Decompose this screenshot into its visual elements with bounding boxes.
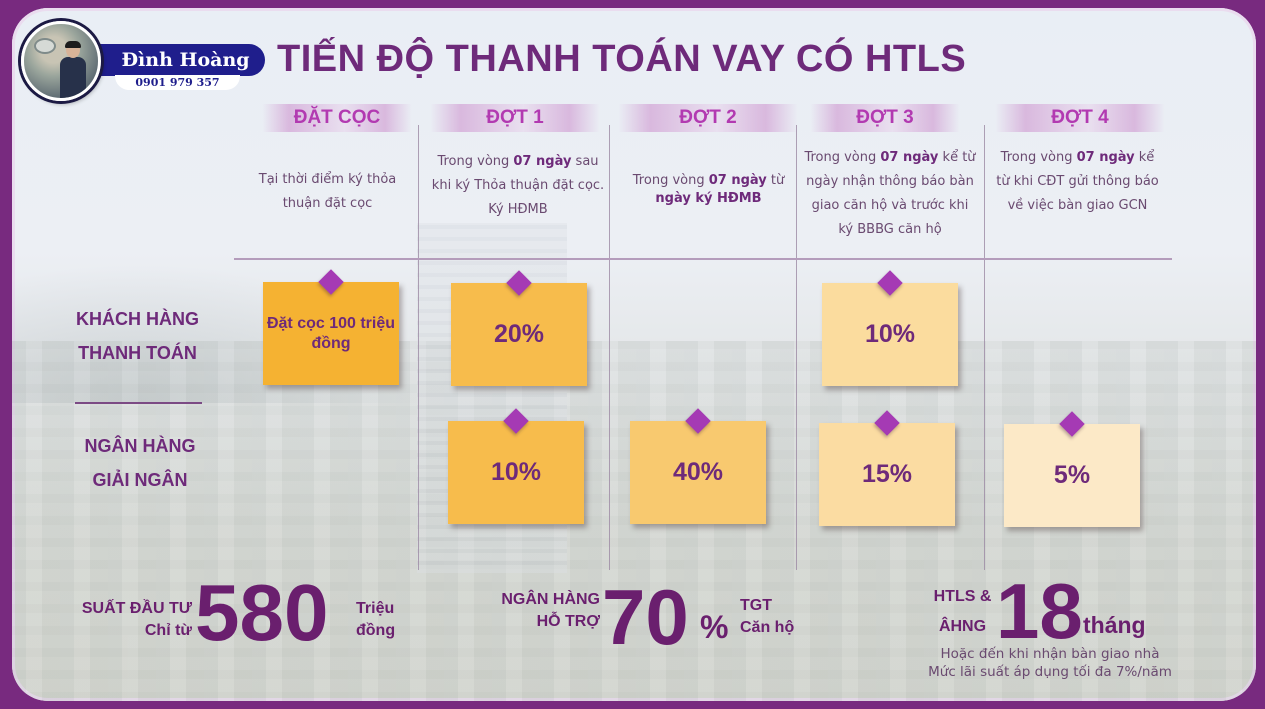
profile-phone: 0901 979 357	[115, 75, 240, 90]
loan-unit: TGT Căn hộ	[740, 597, 795, 636]
column-divider	[609, 125, 610, 570]
note-bank-dot-4: 5%	[1004, 411, 1140, 527]
loan-value: 70	[602, 573, 689, 661]
column-description-dat-coc: Tại thời điểm ký thỏa thuận đặt cọc	[258, 172, 397, 211]
column-header-dot-1: ĐỢT 1	[430, 104, 600, 132]
column-divider	[796, 125, 797, 570]
column-divider	[418, 125, 419, 570]
column-description-dot-1: Trong vòng 07 ngày sau khi ký Thỏa thuận…	[431, 154, 605, 217]
column-header-dat-coc: ĐẶT CỌC	[262, 104, 412, 132]
column-header-dot-3: ĐỢT 3	[810, 104, 960, 132]
row-label-bank-disbursement: NGÂN HÀNG GIẢI NGÂN	[84, 436, 196, 490]
investment-value: 580	[195, 568, 329, 657]
note-bank-dot-2: 40%	[630, 408, 766, 524]
column-header-dot-4: ĐỢT 4	[995, 104, 1165, 132]
row-label-divider	[75, 402, 202, 404]
profile-name: Đình Hoàng	[100, 44, 265, 76]
note-customer-dot-1: 20%	[451, 270, 587, 386]
column-divider	[984, 125, 985, 570]
column-header-dot-2: ĐỢT 2	[618, 104, 798, 132]
interest-value: 18	[996, 567, 1083, 655]
column-description-dot-3: Trong vòng 07 ngày kể từ ngày nhận thông…	[804, 150, 976, 237]
loan-percent: %	[700, 609, 729, 645]
logo-icon	[34, 38, 56, 54]
person-icon	[60, 41, 86, 98]
header-divider	[234, 258, 1172, 260]
note-bank-dot-1: 10%	[448, 408, 584, 524]
avatar	[21, 21, 101, 101]
page-title: TIẾN ĐỘ THANH TOÁN VAY CÓ HTLS	[277, 38, 967, 80]
investment-unit: Triệu đồng	[356, 600, 396, 639]
interest-note: Hoặc đến khi nhận bàn giao nhà Mức lãi s…	[928, 646, 1172, 680]
column-description-dot-4: Trong vòng 07 ngày kể từ khi CĐT gửi thô…	[996, 150, 1159, 213]
interest-label: HTLS & ÂHNG	[933, 588, 992, 635]
note-customer-dot-3: 10%	[822, 270, 958, 386]
interest-unit: tháng	[1083, 612, 1146, 638]
note-bank-dot-3: 15%	[819, 410, 955, 526]
investment-label: SUẤT ĐẦU TƯ Chỉ từ	[81, 600, 192, 639]
note-customer-dat-coc: Đặt cọc 100 triệu đồng	[263, 269, 399, 385]
row-label-customer-payment: KHÁCH HÀNG THANH TOÁN	[76, 309, 199, 363]
loan-label: NGÂN HÀNG HỖ TRỢ	[501, 591, 600, 630]
column-description-dot-2: Trong vòng 07 ngày từ ngày ký HĐMB	[632, 173, 785, 206]
